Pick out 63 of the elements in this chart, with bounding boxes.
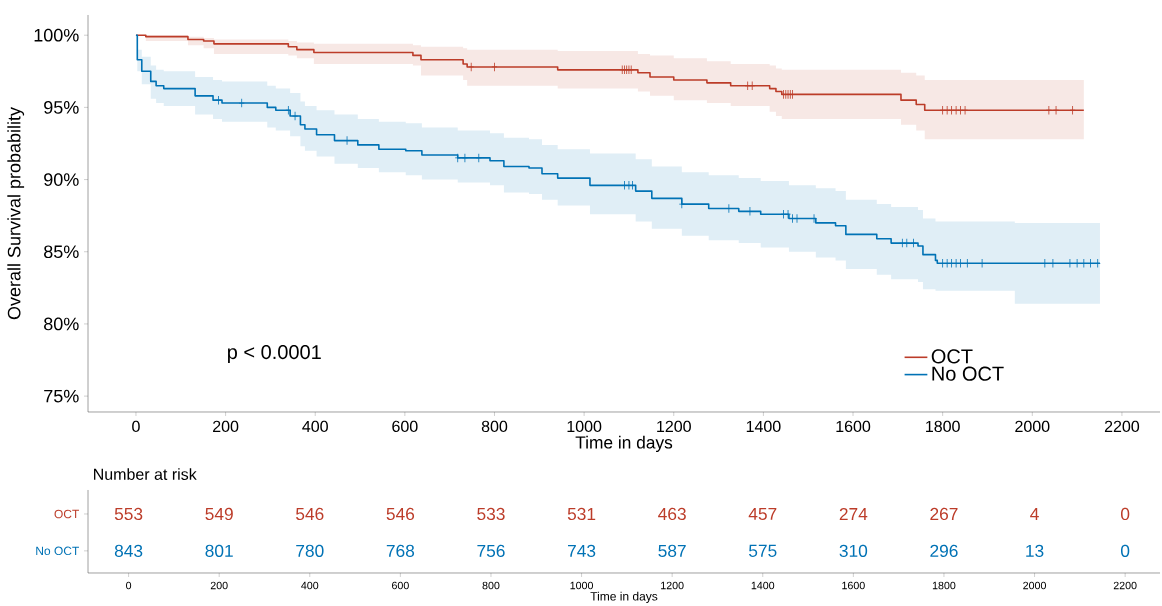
x-tick-label: 400 xyxy=(301,581,319,590)
data-label: 310 xyxy=(839,544,868,557)
x-tick-label: 1400 xyxy=(751,581,775,590)
y-tick-label: 75% xyxy=(44,389,79,403)
x-axis-title: Time in days xyxy=(590,591,658,603)
data-label: 463 xyxy=(658,507,686,521)
y-axis-title: Overall Survival probability xyxy=(7,107,25,320)
y-tick-label: 100% xyxy=(34,28,79,42)
x-tick-label: 400 xyxy=(302,420,328,433)
data-label: 549 xyxy=(205,507,233,521)
data-label: 296 xyxy=(930,544,958,557)
y-tick-label: 95% xyxy=(44,101,79,114)
data-label: 13 xyxy=(1026,544,1044,557)
x-tick-label: 600 xyxy=(392,581,409,590)
data-label: 274 xyxy=(839,507,868,521)
x-tick-label: 800 xyxy=(482,581,500,590)
x-tick-label: 1000 xyxy=(567,420,602,433)
data-label: 756 xyxy=(477,544,505,557)
data-label: 546 xyxy=(386,507,415,521)
x-tick-label: 2000 xyxy=(1015,420,1050,433)
data-label: 4 xyxy=(1030,508,1039,520)
x-tick-label: 2200 xyxy=(1104,420,1140,433)
x-tick-label: 1800 xyxy=(932,581,956,590)
x-tick-label: 200 xyxy=(210,581,228,590)
x-tick-label: 1000 xyxy=(570,581,594,590)
y-tick-label: 90% xyxy=(44,173,79,186)
data-label: 553 xyxy=(114,507,143,521)
data-label: 743 xyxy=(568,544,596,557)
y-tick-label: 80% xyxy=(44,317,79,331)
data-label: 575 xyxy=(748,544,777,557)
y-tick-label: 85% xyxy=(44,245,79,259)
x-tick-label: 600 xyxy=(392,420,418,433)
annotation: p < 0.0001 xyxy=(228,344,321,364)
x-tick-label: 1600 xyxy=(842,581,865,590)
data-label: 533 xyxy=(477,507,505,521)
chart-title: Number at risk xyxy=(94,468,197,480)
data-label: 0 xyxy=(1120,507,1130,521)
data-label: 801 xyxy=(205,544,233,557)
x-axis-title: Time in days xyxy=(575,435,673,453)
data-label: 531 xyxy=(567,507,596,521)
x-tick-label: 2000 xyxy=(1023,581,1046,590)
data-label: 546 xyxy=(296,507,324,521)
x-tick-label: 0 xyxy=(126,581,132,590)
x-tick-label: 800 xyxy=(481,420,508,433)
x-tick-label: 1200 xyxy=(661,581,684,590)
x-tick-label: 1400 xyxy=(746,420,781,433)
legend-label: OCT xyxy=(931,349,973,364)
data-label: 457 xyxy=(748,507,777,521)
data-label: 587 xyxy=(658,544,686,557)
x-tick-label: 1600 xyxy=(836,420,871,433)
data-label: 843 xyxy=(114,544,143,557)
x-tick-label: 0 xyxy=(132,420,140,433)
x-tick-label: 1800 xyxy=(926,420,960,433)
x-tick-label: 1200 xyxy=(657,420,691,433)
legend-label: No OCT xyxy=(932,366,1004,381)
y-tick-label: OCT xyxy=(54,509,80,519)
x-tick-label: 2200 xyxy=(1113,581,1137,590)
x-tick-label: 200 xyxy=(213,420,239,433)
data-label: 267 xyxy=(930,507,958,521)
data-label: 768 xyxy=(386,544,415,557)
y-tick-label: No OCT xyxy=(36,546,79,556)
data-label: 780 xyxy=(296,544,324,557)
data-label: 0 xyxy=(1120,544,1130,557)
